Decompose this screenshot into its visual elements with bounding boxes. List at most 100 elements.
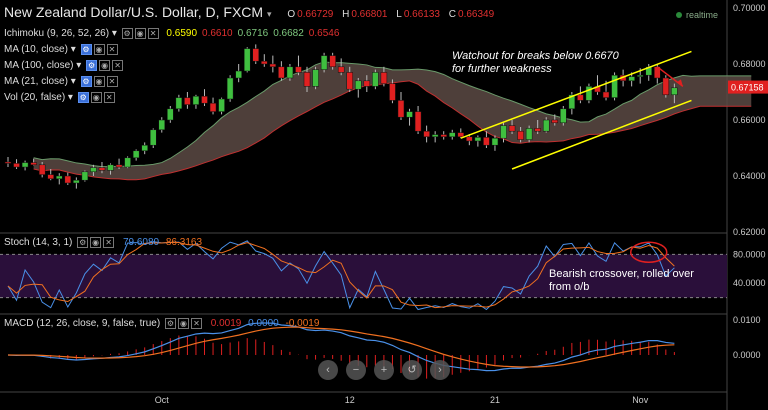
candle: [38, 162, 46, 178]
candle-body: [175, 97, 183, 110]
indicator-ma10[interactable]: MA (10, close) ▾ ⚙ ◉ ✕: [4, 44, 118, 55]
candle-body: [132, 150, 140, 159]
indicator-stoch[interactable]: Stoch (14, 3, 1) ⚙ ◉ ✕ 79.6080 86.3163: [4, 237, 203, 249]
candle: [209, 97, 217, 115]
candle: [372, 69, 379, 90]
zoom-out-icon[interactable]: −: [346, 360, 366, 380]
ichimoku-span-a: [33, 61, 752, 168]
candle-body: [124, 157, 131, 168]
candle: [132, 149, 140, 161]
candle: [278, 61, 285, 81]
candle: [158, 117, 166, 133]
ohlc-values: O 0.66729 H 0.66801 L 0.66133 C 0.66349: [287, 9, 495, 20]
settings-icon[interactable]: ⚙: [86, 60, 98, 71]
candle: [261, 54, 268, 67]
candle-body: [30, 162, 37, 166]
candle: [107, 163, 114, 175]
candle-body: [636, 74, 644, 77]
candle-body: [380, 72, 388, 84]
eye-icon[interactable]: ◉: [90, 237, 102, 248]
price-tag: [728, 80, 768, 94]
candle-body: [261, 60, 268, 65]
price-tick-label: 0.66000: [733, 115, 766, 125]
indicator-ma21[interactable]: MA (21, close) ▾ ⚙ ◉ ✕: [4, 76, 118, 87]
eye-icon[interactable]: ◉: [99, 60, 111, 71]
candle-body: [38, 164, 46, 175]
scroll-right-icon[interactable]: ›: [430, 360, 450, 380]
candle: [594, 75, 601, 95]
candle-body: [329, 55, 336, 68]
close-icon[interactable]: ✕: [112, 60, 124, 71]
macd-hist-value: 0.0019: [210, 318, 242, 330]
close-icon[interactable]: ✕: [106, 76, 118, 87]
close-icon[interactable]: ✕: [106, 44, 118, 55]
candle-body: [602, 91, 610, 98]
zoom-in-icon[interactable]: +: [374, 360, 394, 380]
candle-body: [414, 111, 422, 132]
candle-body: [252, 48, 260, 62]
candle-body: [423, 130, 430, 138]
settings-icon[interactable]: ⚙: [80, 76, 92, 87]
close-icon[interactable]: ✕: [147, 28, 159, 39]
candle: [252, 44, 260, 64]
realtime-indicator: realtime: [675, 10, 718, 20]
candle-body: [56, 175, 63, 180]
candle: [98, 162, 106, 174]
candle-body: [278, 66, 285, 79]
symbol-title[interactable]: New Zealand Dollar/U.S. Dollar, D, FXCM: [4, 4, 264, 20]
stoch-tick-label: 40.0000: [733, 278, 766, 288]
candle: [235, 64, 242, 83]
candle: [337, 58, 345, 76]
candle-body: [397, 100, 405, 118]
candle: [320, 52, 328, 73]
candle-body: [64, 175, 72, 184]
candle: [414, 106, 422, 134]
status-dot-icon: [675, 12, 682, 18]
macd-signal-value: -0.0019: [285, 318, 320, 330]
eye-icon[interactable]: ◉: [90, 92, 102, 103]
candle-body: [551, 119, 559, 124]
macd-line: [7, 322, 675, 372]
candle: [500, 122, 507, 143]
dropdown-arrow-icon[interactable]: ▾: [266, 9, 272, 19]
candle: [585, 83, 593, 104]
eye-icon[interactable]: ◉: [134, 28, 146, 39]
scroll-left-icon[interactable]: ‹: [318, 360, 338, 380]
candle-body: [448, 132, 456, 138]
candle: [90, 164, 97, 176]
settings-icon[interactable]: ⚙: [77, 92, 89, 103]
candle-body: [585, 86, 593, 101]
close-icon[interactable]: ✕: [103, 237, 115, 248]
reset-icon[interactable]: ↺: [402, 360, 422, 380]
candle: [397, 92, 405, 120]
indicator-vol[interactable]: Vol (20, false) ▾ ⚙ ◉ ✕: [4, 92, 115, 103]
stoch-k-line: [7, 240, 675, 311]
indicator-macd[interactable]: MACD (12, 26, close, 9, false, true) ⚙ ◉ ✕…: [4, 318, 320, 330]
candle: [671, 83, 678, 104]
indicator-ichimoku[interactable]: Ichimoku (9, 26, 52, 26) ▾ ⚙ ◉ ✕ 0.6590 0.6…: [4, 28, 340, 40]
settings-icon[interactable]: ⚙: [80, 44, 92, 55]
trendline-lower: [511, 99, 692, 170]
close-icon[interactable]: ✕: [103, 92, 115, 103]
eye-icon[interactable]: ◉: [93, 76, 105, 87]
candle: [81, 170, 89, 182]
price-tick-label: 0.62000: [733, 227, 766, 237]
indicator-ma100[interactable]: MA (100, close) ▾ ⚙ ◉ ✕: [4, 60, 124, 71]
candle-body: [542, 119, 550, 132]
candle-body: [440, 134, 447, 138]
eye-icon[interactable]: ◉: [177, 318, 189, 329]
candle-body: [389, 83, 396, 101]
settings-icon[interactable]: ⚙: [121, 28, 133, 39]
candle: [474, 135, 482, 147]
price-tick-label: 0.68000: [733, 59, 766, 69]
candle: [577, 86, 584, 104]
candle: [286, 64, 294, 81]
settings-icon[interactable]: ⚙: [77, 237, 89, 248]
candle: [312, 66, 319, 90]
chart-header: New Zealand Dollar/U.S. Dollar, D, FXCM …: [4, 4, 494, 20]
candle: [466, 134, 473, 146]
eye-icon[interactable]: ◉: [93, 44, 105, 55]
close-icon[interactable]: ✕: [190, 318, 202, 329]
settings-icon[interactable]: ⚙: [164, 318, 176, 329]
